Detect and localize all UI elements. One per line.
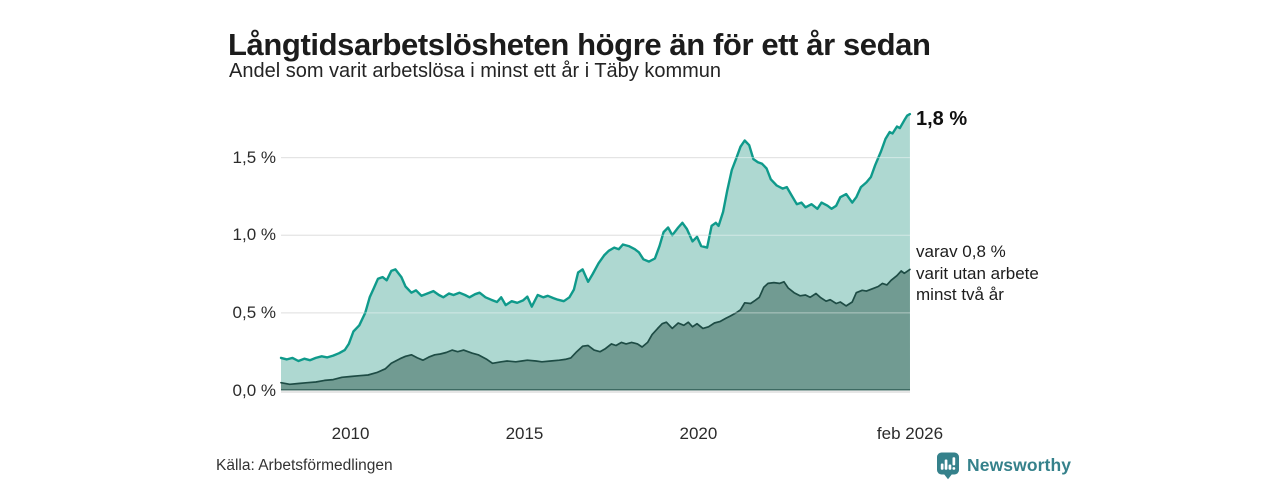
y-axis-tick-label: 0,0 % (232, 380, 276, 400)
x-axis-tick-label: 2010 (331, 424, 370, 443)
source-credit: Källa: Arbetsförmedlingen (216, 457, 393, 474)
x-axis-tick-label: feb 2026 (876, 424, 944, 443)
series-area (281, 269, 910, 391)
x-axis-tick-label: 2020 (679, 424, 718, 443)
series-annotation-line: minst två år (916, 285, 1004, 304)
y-axis-tick-label: 1,0 % (232, 225, 276, 245)
series-line (279, 112, 912, 363)
page-subtitle: Andel som varit arbetslösa i minst ett å… (229, 60, 722, 82)
page-title: Långtidsarbetslösheten högre än för ett … (228, 26, 931, 62)
series-end-value-label: 1,8 % (916, 108, 968, 130)
y-axis-tick-label: 0,5 % (232, 302, 276, 322)
y-axis-tick-label: 1,5 % (232, 147, 276, 167)
x-axis-tick-label: 2015 (505, 424, 544, 443)
series-annotation: varav 0,8 % varit utan arbete minst två … (916, 241, 1116, 306)
newsworthy-bubble-chart-icon (937, 452, 959, 479)
newsworthy-wordmark: Newsworthy (967, 454, 1072, 475)
series-line (280, 268, 911, 386)
series-annotation-line: varav 0,8 % (916, 242, 1006, 261)
series-annotation-line: varit utan arbete (916, 263, 1039, 283)
newsworthy-logo[interactable]: Newsworthy (936, 450, 1071, 480)
